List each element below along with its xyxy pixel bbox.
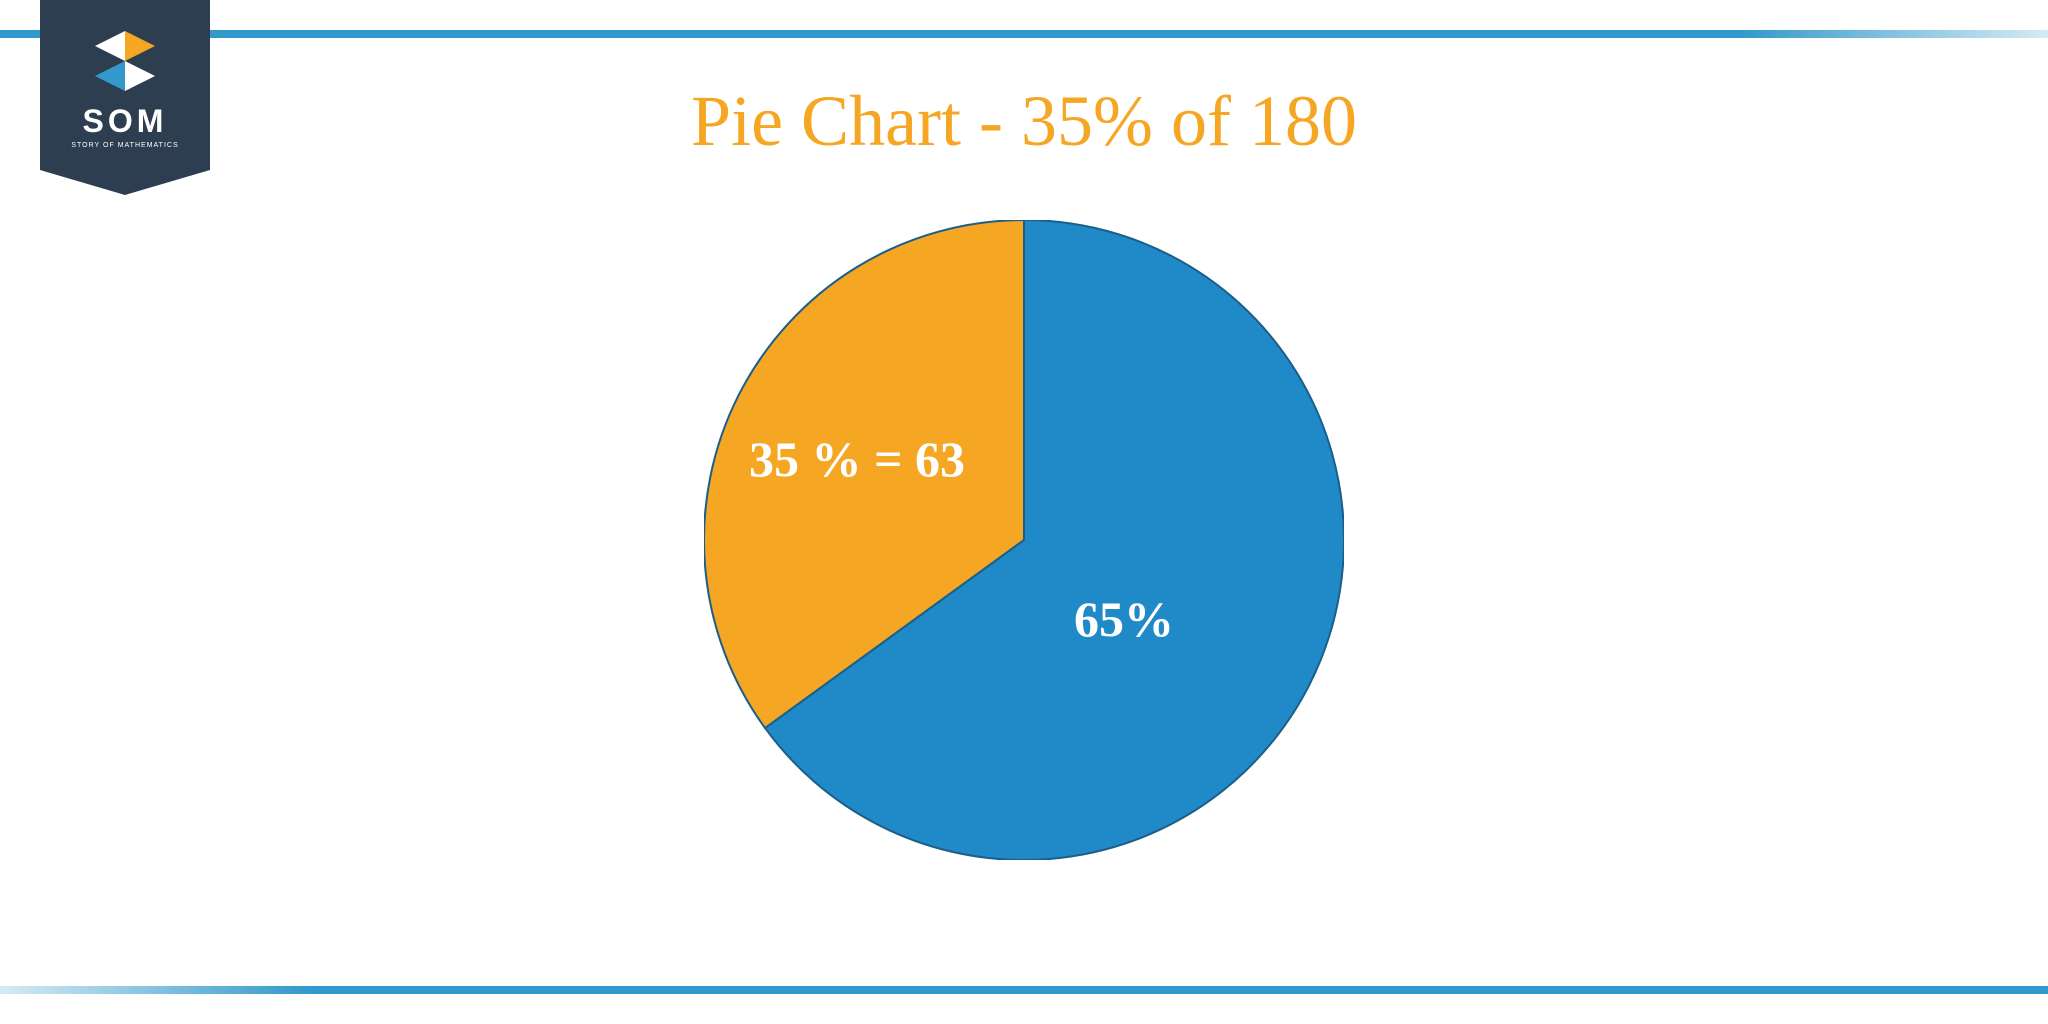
slice-label-35: 35 % = 63 [749, 430, 965, 488]
pie-svg [704, 220, 1344, 860]
chart-title: Pie Chart - 35% of 180 [0, 80, 2048, 163]
top-border [0, 30, 2048, 38]
bottom-border [0, 986, 2048, 994]
slice-label-65: 65% [1074, 590, 1174, 648]
pie-chart: 35 % = 63 65% [704, 220, 1344, 860]
